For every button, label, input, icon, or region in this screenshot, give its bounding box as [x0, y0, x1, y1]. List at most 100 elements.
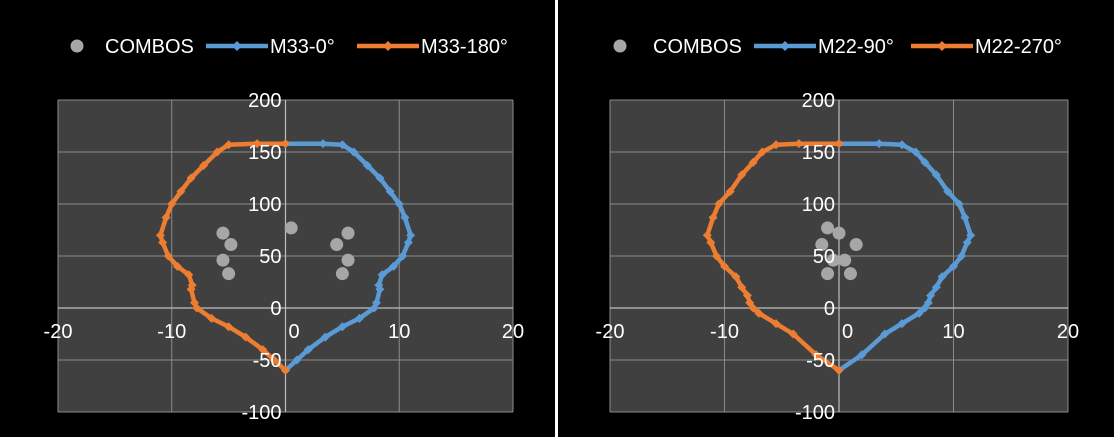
series-marker [385, 187, 395, 197]
combo-point [826, 253, 840, 267]
chart-panel-left: -100 -50 0 50 100 150 200 -20 -10 0 10 20 COMBOS M33-… [0, 0, 555, 437]
series-marker [303, 345, 313, 355]
series-marker [966, 230, 976, 240]
series-marker [186, 284, 196, 294]
series-line [158, 141, 288, 373]
series-marker [394, 199, 404, 209]
legend-marker [383, 41, 393, 51]
x-tick-label: 20 [502, 321, 524, 343]
series-marker [281, 365, 290, 375]
legend-marker [70, 39, 84, 53]
y-tick-label: 150 [248, 142, 281, 164]
series-marker [375, 284, 385, 294]
series-marker [731, 272, 741, 282]
series-marker [897, 319, 907, 329]
series-marker [186, 173, 196, 183]
series-marker [954, 199, 964, 209]
series-marker [337, 140, 347, 150]
series-marker [158, 237, 168, 247]
combo-point [216, 226, 230, 240]
legend-marker [613, 39, 627, 53]
combo-point [341, 253, 355, 267]
combo-point [224, 238, 238, 252]
series-marker [708, 213, 718, 223]
y-tick-label: 100 [802, 194, 835, 216]
combo-point [222, 267, 236, 281]
series-marker [857, 350, 867, 360]
combo-point [284, 221, 298, 235]
series-marker [748, 157, 758, 167]
series-marker [318, 139, 328, 149]
series-marker [375, 173, 385, 183]
series-marker [725, 187, 735, 197]
combo-point [843, 267, 857, 281]
series-marker [224, 322, 234, 332]
legend-marker [780, 41, 790, 51]
series-marker [920, 303, 930, 313]
series-marker [737, 170, 747, 180]
x-tick-label: -20 [596, 321, 625, 343]
series-marker [167, 199, 177, 209]
x-tick-label: -10 [710, 321, 739, 343]
series-marker [337, 322, 347, 332]
series-marker [754, 308, 764, 318]
series-marker [834, 365, 844, 375]
chart-panel-right: -100 -50 0 50 100 150 200 -20 -10 0 10 20 COMBOS M22-… [558, 0, 1114, 437]
y-tick-label: 200 [802, 90, 835, 112]
series-marker [176, 187, 186, 197]
series-line [283, 141, 413, 373]
series-marker [897, 140, 907, 150]
y-tick-label: 100 [248, 194, 281, 216]
series-marker [943, 187, 953, 197]
series-marker [926, 291, 936, 301]
series-marker [389, 261, 399, 271]
legend-label: M33-0° [270, 36, 335, 58]
y-tick-label: 50 [813, 246, 835, 268]
x-tick-label: 0 [842, 321, 853, 343]
x-tick-label: 20 [1057, 321, 1079, 343]
series-marker [937, 272, 947, 282]
combo-point [849, 238, 863, 252]
series-marker [161, 213, 171, 223]
series-marker [960, 213, 970, 223]
series-marker [269, 355, 279, 365]
combo-point [815, 238, 829, 252]
legend-label: M22-90° [818, 36, 894, 58]
legend-marker [232, 41, 242, 51]
series-marker [207, 313, 217, 323]
series-marker [172, 261, 182, 271]
series-marker [292, 355, 302, 365]
series-marker [163, 251, 173, 261]
series-marker [258, 345, 268, 355]
x-tick-label: -10 [157, 321, 186, 343]
series-marker [199, 161, 209, 171]
legend-label: COMBOS [105, 36, 194, 58]
legend-label: M22-270° [975, 36, 1062, 58]
series-marker [920, 157, 930, 167]
y-tick-label: -100 [241, 402, 281, 424]
series-marker [362, 161, 372, 171]
legend-marker [937, 41, 947, 51]
y-tick-label: 200 [248, 90, 281, 112]
series-marker [241, 332, 251, 342]
combo-point [341, 226, 355, 240]
combo-point [821, 267, 835, 281]
series-marker [224, 140, 234, 150]
x-tick-label: 10 [942, 321, 964, 343]
x-tick-label: -20 [44, 321, 73, 343]
combo-point [838, 253, 852, 267]
x-tick-label: 10 [388, 321, 410, 343]
series-marker [184, 270, 194, 280]
series-marker [931, 282, 941, 292]
series-marker [369, 303, 379, 313]
series-marker [771, 319, 781, 329]
series-marker [811, 350, 821, 360]
combo-point [335, 267, 349, 281]
series-marker [880, 329, 890, 339]
y-tick-label: -50 [806, 350, 835, 372]
y-tick-label: 150 [802, 142, 835, 164]
series-marker [406, 230, 416, 240]
series-marker [748, 303, 758, 313]
x-tick-label: 0 [289, 321, 300, 343]
